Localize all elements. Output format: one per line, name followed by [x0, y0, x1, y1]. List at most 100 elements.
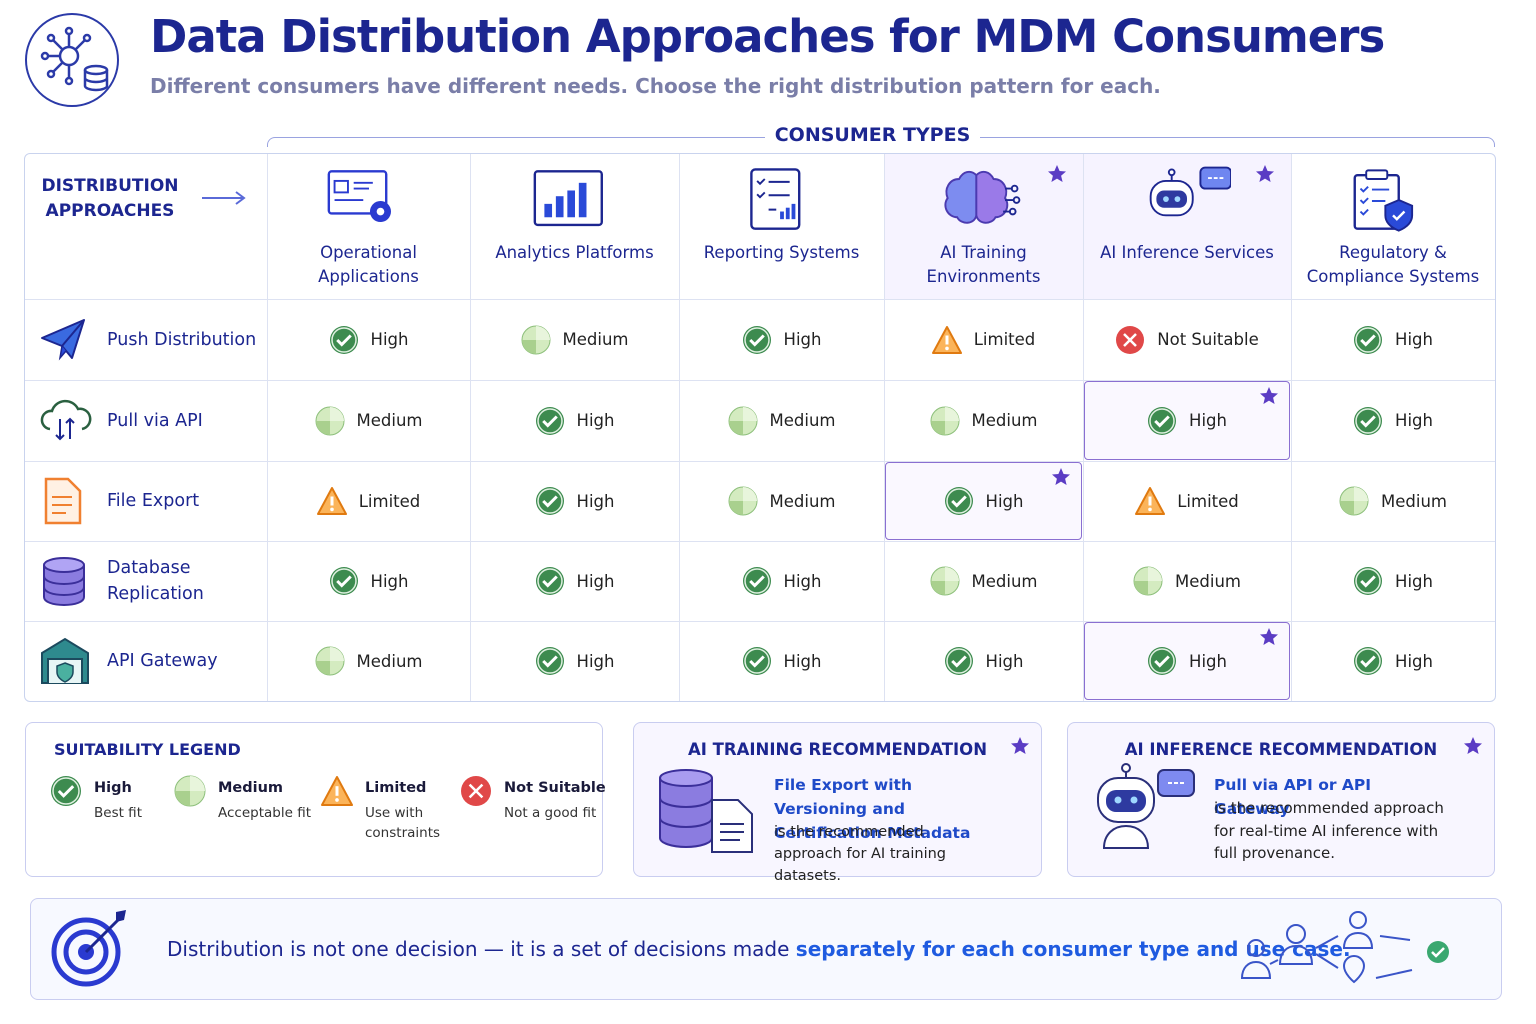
legend-label: High — [94, 780, 132, 796]
cell: Medium — [884, 541, 1083, 621]
grid-line — [25, 461, 1495, 462]
rating: High — [370, 330, 409, 349]
rating: Limited — [358, 491, 421, 511]
column-icon — [325, 166, 413, 236]
grid-line — [25, 541, 1495, 542]
target-icon — [51, 910, 126, 987]
cell: Medium — [679, 380, 884, 461]
grid-line — [25, 380, 1495, 381]
rating: Medium — [356, 651, 423, 671]
column-header: Reporting Systems — [703, 243, 860, 262]
cell: Limited — [267, 461, 470, 541]
legend-description: Use with constraints — [365, 805, 441, 841]
status-icon — [930, 566, 960, 596]
rating: High — [985, 491, 1024, 511]
cell: Medium — [1083, 541, 1291, 621]
cell: Limited — [1083, 461, 1291, 541]
rating: Medium — [971, 571, 1038, 591]
cell-highlight — [885, 462, 1082, 540]
status-icon — [535, 646, 565, 676]
status-icon — [1147, 646, 1177, 676]
row-header: Database Replication — [107, 558, 204, 604]
column-icon — [738, 166, 826, 236]
status-icon — [1133, 566, 1163, 596]
status-icon — [1147, 406, 1177, 436]
logo — [25, 13, 119, 107]
column-header: AI Training Environments — [926, 243, 1041, 286]
star — [1047, 164, 1067, 184]
cell: Medium — [679, 461, 884, 541]
rating: Medium — [356, 411, 423, 430]
row-header-label: DISTRIBUTION APPROACHES — [41, 176, 179, 221]
rating: Not Suitable — [1157, 330, 1259, 349]
cell: Medium — [1291, 461, 1495, 541]
column-icon — [1143, 166, 1231, 236]
legend-box — [25, 722, 603, 877]
cell: High — [884, 461, 1083, 541]
rating: Medium — [1381, 491, 1447, 511]
row-icon — [38, 635, 94, 691]
arrow — [202, 191, 246, 205]
legend-icon — [174, 775, 206, 811]
status-icon — [1353, 646, 1383, 676]
status-icon — [329, 325, 359, 355]
database-doc-icon — [659, 769, 753, 853]
matrix — [24, 153, 1496, 702]
grid-line — [1291, 154, 1292, 701]
status-icon — [742, 646, 772, 676]
star — [1010, 736, 1030, 756]
status-icon — [535, 406, 565, 436]
status-icon — [1353, 325, 1383, 355]
cell: Not Suitable — [1083, 299, 1291, 380]
cell-highlight — [1084, 622, 1290, 700]
cell: High — [884, 621, 1083, 701]
status-icon — [535, 486, 565, 516]
rating: High — [783, 571, 822, 591]
row-header: Pull via API — [107, 410, 203, 431]
grid-line — [25, 299, 1495, 300]
legend-label: Not Suitable — [504, 780, 606, 796]
rating: Medium — [562, 330, 629, 349]
cell-highlight — [1084, 381, 1290, 460]
grid-line — [267, 154, 268, 701]
status-icon — [944, 646, 974, 676]
legend-icon — [321, 775, 353, 811]
row-header: API Gateway — [107, 651, 218, 671]
status-icon — [742, 566, 772, 596]
rating: High — [1395, 651, 1433, 671]
star — [1255, 164, 1275, 184]
star — [1259, 627, 1279, 647]
cell: High — [1291, 380, 1495, 461]
rating: Medium — [971, 411, 1038, 430]
grid-line — [470, 154, 471, 701]
recommendation-highlight: File Export with Versioning and Certific… — [774, 776, 971, 842]
cell: High — [470, 541, 679, 621]
status-icon — [1353, 566, 1383, 596]
status-icon — [742, 325, 772, 355]
row-header: File Export — [107, 491, 200, 511]
status-icon — [316, 486, 347, 516]
cell: High — [1083, 380, 1291, 461]
rating: High — [1395, 411, 1433, 430]
row-icon — [38, 475, 94, 531]
rating: High — [370, 571, 409, 591]
column-header: Regulatory & Compliance Systems — [1306, 243, 1480, 286]
robot-icon — [1097, 763, 1195, 849]
cell: High — [267, 541, 470, 621]
title: Data Distribution Approaches for MDM Con… — [150, 10, 1385, 63]
legend-description: Best fit — [94, 805, 142, 821]
rating: High — [1395, 571, 1433, 591]
status-icon — [1135, 486, 1166, 516]
footer-text: Distribution is not one decision — it is… — [167, 937, 1351, 961]
status-icon — [535, 566, 565, 596]
cell: High — [679, 621, 884, 701]
legend-description: Acceptable fit — [218, 805, 311, 821]
people-flow-icon — [1240, 911, 1449, 984]
star — [1051, 467, 1071, 487]
status-icon — [930, 406, 960, 436]
cell: Limited — [884, 299, 1083, 380]
column-icon — [940, 166, 1028, 236]
rating: High — [1189, 411, 1227, 430]
recommendation-highlight: Pull via API or API Gateway — [1214, 776, 1372, 818]
group-label: CONSUMER TYPES — [765, 124, 980, 146]
